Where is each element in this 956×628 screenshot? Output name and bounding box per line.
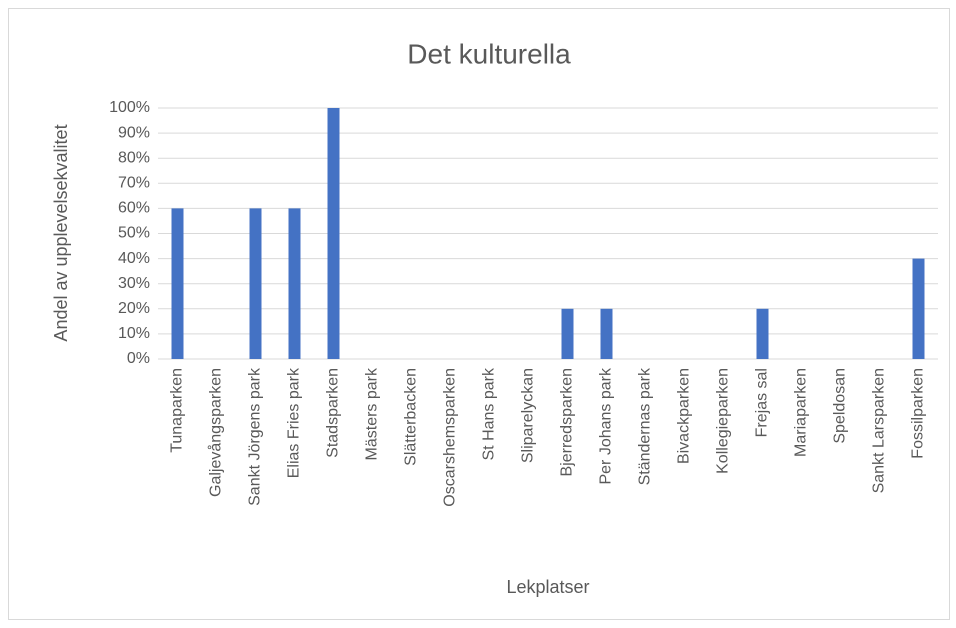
y-tick-label: 0%	[127, 350, 150, 367]
x-tick-label: Bjerredsparken	[559, 368, 576, 477]
x-axis-title: Lekplatser	[506, 577, 589, 597]
x-tick-label: Ständernas park	[637, 367, 654, 485]
x-tick-label: Elias Fries park	[286, 367, 303, 478]
y-tick-label: 70%	[118, 175, 150, 192]
x-tick-label: Mästers park	[364, 367, 381, 460]
bar	[912, 258, 925, 359]
x-tick-label: Slätterbacken	[403, 368, 420, 466]
y-tick-label: 10%	[118, 325, 150, 342]
chart-frame	[8, 8, 950, 620]
bar	[327, 108, 340, 359]
y-tick-label: 60%	[118, 200, 150, 217]
x-tick-label: Galjevångsparken	[207, 368, 225, 497]
y-tick-label: 40%	[118, 250, 150, 267]
y-tick-label: 100%	[109, 99, 150, 116]
x-tick-label: Bivackparken	[676, 368, 693, 464]
chart-title: Det kulturella	[407, 38, 571, 69]
x-tick-label: Tunaparken	[169, 368, 186, 453]
y-tick-label: 90%	[118, 124, 150, 141]
x-tick-label: Frejas sal	[754, 368, 771, 437]
x-tick-label: Sliparelyckan	[520, 368, 537, 463]
x-tick-label: Stadsparken	[325, 368, 342, 458]
x-tick-label: Fossilparken	[910, 368, 927, 459]
y-tick-label: 80%	[118, 149, 150, 166]
bar	[756, 308, 769, 359]
bar	[600, 308, 613, 359]
x-tick-label: Speldosan	[832, 368, 849, 444]
y-tick-label: 30%	[118, 275, 150, 292]
x-tick-label: Oscarshemsparken	[442, 368, 459, 507]
bar	[171, 208, 184, 359]
bar	[249, 208, 262, 359]
x-tick-label: Sankt Larsparken	[871, 368, 888, 493]
x-tick-label: Sankt Jörgens park	[247, 367, 264, 506]
x-tick-label: Mariaparken	[793, 368, 810, 457]
y-tick-label: 50%	[118, 225, 150, 242]
bar	[288, 208, 301, 359]
x-tick-label: Kollegieparken	[715, 368, 732, 474]
x-tick-label: St Hans park	[481, 367, 498, 460]
y-axis-title: Andel av upplevelsekvalitet	[51, 124, 71, 341]
bar	[561, 308, 574, 359]
y-tick-label: 20%	[118, 300, 150, 317]
x-tick-label: Per Johans park	[598, 367, 615, 485]
